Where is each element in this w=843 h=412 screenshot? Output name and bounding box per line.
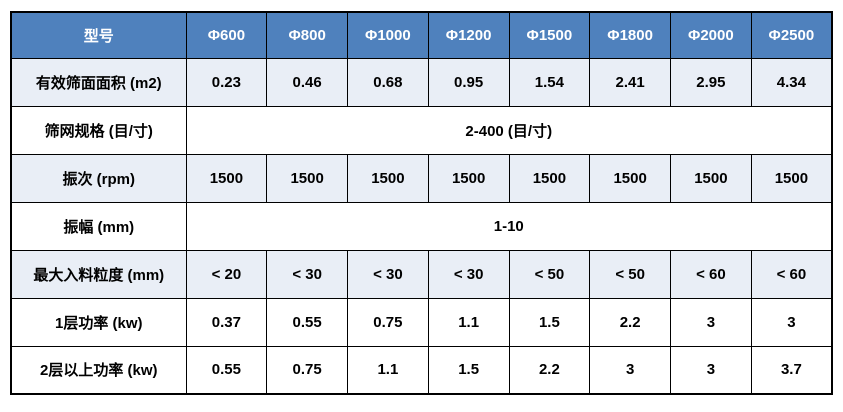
cell: 1500 — [347, 153, 429, 203]
row-label: 有效筛面面积 (m2) — [10, 57, 187, 107]
cell: 2.2 — [589, 297, 671, 347]
cell: 1.5 — [427, 345, 510, 395]
header-cell-model: Φ800 — [266, 11, 348, 59]
cell: 1.5 — [508, 297, 591, 347]
cell: 3 — [670, 345, 752, 395]
header-cell-model: Φ1000 — [347, 11, 429, 59]
cell: 1500 — [589, 153, 671, 203]
cell: 1500 — [750, 153, 833, 203]
cell: 0.46 — [266, 57, 348, 107]
cell: 1500 — [508, 153, 591, 203]
header-cell-model: Φ1200 — [427, 11, 510, 59]
cell-spanned: 2-400 (目/寸) — [185, 105, 833, 155]
table-row-max-feed-size: 最大入料粒度 (mm) < 20 < 30 < 30 < 30 < 50 < 5… — [10, 249, 833, 299]
row-label: 2层以上功率 (kw) — [10, 345, 187, 395]
header-cell-model: Φ1500 — [508, 11, 591, 59]
cell: 0.75 — [266, 345, 348, 395]
table-row-vibration-frequency: 振次 (rpm) 1500 1500 1500 1500 1500 1500 1… — [10, 153, 833, 203]
cell: < 20 — [185, 249, 268, 299]
cell: 3 — [589, 345, 671, 395]
cell: 1500 — [670, 153, 752, 203]
cell: < 30 — [266, 249, 348, 299]
row-label: 1层功率 (kw) — [10, 297, 187, 347]
cell: 3 — [750, 297, 833, 347]
cell: < 60 — [670, 249, 752, 299]
cell: 0.68 — [347, 57, 429, 107]
spec-table: 型号 Φ600 Φ800 Φ1000 Φ1200 Φ1500 Φ1800 Φ20… — [10, 11, 833, 395]
cell: < 60 — [750, 249, 833, 299]
cell: 0.75 — [347, 297, 429, 347]
table-row-power-2plus-layers: 2层以上功率 (kw) 0.55 0.75 1.1 1.5 2.2 3 3 3.… — [10, 345, 833, 395]
cell: 0.55 — [266, 297, 348, 347]
cell: 1.54 — [508, 57, 591, 107]
row-label: 最大入料粒度 (mm) — [10, 249, 187, 299]
cell: 3 — [670, 297, 752, 347]
row-label: 振幅 (mm) — [10, 201, 187, 251]
cell: 0.23 — [185, 57, 268, 107]
table-row-screen-area: 有效筛面面积 (m2) 0.23 0.46 0.68 0.95 1.54 2.4… — [10, 57, 833, 107]
table-row-amplitude: 振幅 (mm) 1-10 — [10, 201, 833, 251]
cell: 2.95 — [670, 57, 752, 107]
cell: 1500 — [185, 153, 268, 203]
cell: 0.37 — [185, 297, 268, 347]
header-cell-model-label: 型号 — [10, 11, 187, 59]
header-cell-model: Φ2500 — [750, 11, 833, 59]
row-label: 筛网规格 (目/寸) — [10, 105, 187, 155]
cell: 4.34 — [750, 57, 833, 107]
cell: 0.95 — [427, 57, 510, 107]
cell: 1500 — [427, 153, 510, 203]
cell: < 30 — [347, 249, 429, 299]
cell: < 30 — [427, 249, 510, 299]
cell: < 50 — [589, 249, 671, 299]
cell: 0.55 — [185, 345, 268, 395]
cell: 2.41 — [589, 57, 671, 107]
cell: < 50 — [508, 249, 591, 299]
cell: 1500 — [266, 153, 348, 203]
cell-spanned: 1-10 — [185, 201, 833, 251]
cell: 3.7 — [750, 345, 833, 395]
header-cell-model: Φ2000 — [670, 11, 752, 59]
table-row-mesh-spec: 筛网规格 (目/寸) 2-400 (目/寸) — [10, 105, 833, 155]
table-row-power-1-layer: 1层功率 (kw) 0.37 0.55 0.75 1.1 1.5 2.2 3 3 — [10, 297, 833, 347]
table-header-row: 型号 Φ600 Φ800 Φ1000 Φ1200 Φ1500 Φ1800 Φ20… — [10, 11, 833, 59]
cell: 2.2 — [508, 345, 591, 395]
cell: 1.1 — [347, 345, 429, 395]
header-cell-model: Φ1800 — [589, 11, 671, 59]
header-cell-model: Φ600 — [185, 11, 268, 59]
row-label: 振次 (rpm) — [10, 153, 187, 203]
cell: 1.1 — [427, 297, 510, 347]
